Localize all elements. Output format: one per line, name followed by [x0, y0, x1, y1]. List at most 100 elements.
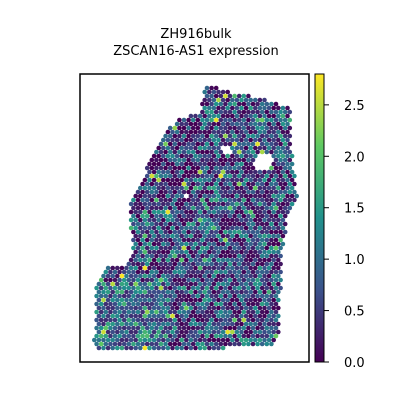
spot: [172, 205, 178, 211]
spot: [202, 329, 207, 335]
spot: [170, 217, 175, 223]
spot: [197, 177, 203, 183]
spot: [220, 305, 226, 311]
spot: [262, 201, 267, 207]
spot: [138, 241, 143, 247]
spot: [103, 309, 109, 315]
spot: [147, 345, 152, 351]
spot: [273, 149, 279, 155]
spot: [253, 265, 258, 271]
spot: [200, 261, 205, 267]
spot: [119, 297, 125, 303]
spot: [262, 113, 267, 119]
spot: [172, 277, 178, 283]
spot: [223, 325, 228, 331]
spot: [124, 313, 129, 319]
spot: [158, 333, 164, 339]
spot: [266, 265, 272, 271]
spot: [285, 129, 290, 135]
spot: [230, 121, 235, 127]
spot: [278, 165, 283, 171]
spot: [276, 289, 281, 295]
spot: [96, 337, 102, 343]
spot: [248, 297, 253, 303]
spot: [216, 169, 221, 175]
spot: [209, 109, 214, 115]
spot: [209, 341, 214, 347]
spot: [193, 185, 198, 191]
spot: [167, 181, 173, 187]
spot: [133, 217, 138, 223]
spot: [105, 281, 111, 287]
spot: [220, 89, 226, 95]
spot: [207, 153, 212, 159]
spot: [257, 169, 263, 175]
spot: [197, 153, 203, 159]
spot: [121, 317, 127, 323]
spot: [188, 121, 194, 127]
spot: [170, 169, 175, 175]
spot: [259, 101, 265, 107]
spot: [239, 145, 244, 151]
spot: [209, 93, 214, 99]
spot: [154, 213, 159, 219]
spot: [262, 249, 267, 255]
spot: [119, 345, 125, 351]
spot: [202, 233, 207, 239]
spot: [253, 329, 258, 335]
spot: [197, 297, 203, 303]
spot: [135, 213, 141, 219]
spot: [188, 337, 194, 343]
spot: [220, 185, 226, 191]
spot: [128, 337, 134, 343]
spot: [250, 245, 256, 251]
spot: [190, 253, 196, 259]
spot: [140, 237, 145, 243]
spot: [190, 229, 196, 235]
spot: [241, 93, 247, 99]
spot: [184, 321, 189, 327]
spot: [156, 257, 161, 263]
spot: [174, 265, 180, 271]
spot: [239, 225, 244, 231]
spot: [165, 225, 171, 231]
spot: [165, 297, 171, 303]
spot: [269, 317, 274, 323]
spot: [220, 345, 226, 351]
spot: [195, 341, 201, 347]
spot: [126, 309, 132, 315]
spot: [186, 165, 191, 171]
spot: [110, 337, 115, 343]
spot: [188, 113, 194, 119]
spot: [227, 333, 233, 339]
spot: [193, 209, 198, 215]
spot: [207, 137, 212, 143]
spot: [257, 241, 263, 247]
spot: [151, 217, 157, 223]
spot: [207, 105, 212, 111]
spot: [250, 117, 256, 123]
spot: [147, 297, 152, 303]
spot: [156, 329, 161, 335]
spot: [285, 201, 290, 207]
spot: [207, 241, 212, 247]
spot: [177, 189, 182, 195]
spot: [271, 305, 277, 311]
spot: [280, 129, 286, 135]
spot: [138, 193, 143, 199]
spot: [197, 345, 203, 351]
spot: [282, 189, 288, 195]
spot: [138, 217, 143, 223]
spot: [266, 145, 272, 151]
spot: [167, 269, 173, 275]
spot: [248, 97, 253, 103]
spot: [248, 209, 253, 215]
spot: [227, 213, 233, 219]
spot: [280, 169, 286, 175]
spot: [209, 301, 214, 307]
spot: [96, 281, 102, 287]
spot: [172, 325, 178, 331]
spot: [133, 273, 138, 279]
spot: [165, 329, 171, 335]
spot: [257, 121, 263, 127]
